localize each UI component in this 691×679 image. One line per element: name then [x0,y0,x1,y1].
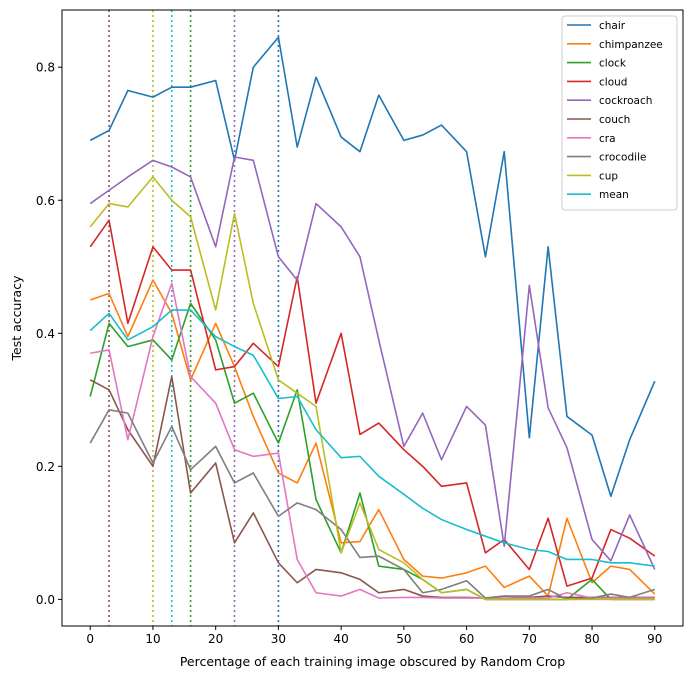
y-tick-label-1: 0.2 [36,460,55,474]
x-tick-label-8: 80 [584,632,599,646]
series-line-cockroach [89,156,656,570]
legend-label-chair: chair [599,20,626,32]
series-line-chair [89,36,656,498]
series-line-cloud [89,219,656,587]
series-line-crocodile [89,408,656,601]
x-tick-label-0: 0 [86,632,94,646]
series-line-cup [89,176,655,601]
legend-label-chimpanzee: chimpanzee [599,39,663,51]
y-axis-label: Test accuracy [9,275,24,362]
legend-label-mean: mean [599,189,629,201]
y-tick-label-4: 0.8 [36,61,55,75]
legend-label-clock: clock [599,58,627,70]
legend: chair chimpanzee clock cloud cockroach couch c… [561,15,678,211]
x-tick-label-3: 30 [271,632,286,646]
legend-label-cra: cra [599,133,616,145]
x-tick-label-4: 40 [333,632,348,646]
x-tick-label-7: 70 [522,632,537,646]
legend-label-crocodile: crocodile [599,152,646,164]
y-axis: 0.0 0.2 0.4 0.6 0.8 [36,61,62,607]
series-line-mean [89,309,655,567]
legend-label-cloud: cloud [599,76,627,88]
plot-frame [61,9,684,627]
y-tick-label-3: 0.6 [36,194,55,208]
x-tick-label-1: 10 [145,632,160,646]
x-axis-label: Percentage of each training image obscur… [180,654,565,669]
x-tick-label-6: 60 [459,632,474,646]
legend-label-cockroach: cockroach [599,95,652,107]
x-axis: 0 10 20 30 40 50 60 70 80 90 [86,626,662,646]
y-tick-label-0: 0.0 [36,593,55,607]
y-tick-label-2: 0.4 [36,327,55,341]
series-lines [89,36,656,601]
x-tick-label-5: 50 [396,632,411,646]
series-line-couch [89,375,655,599]
legend-box [561,15,678,211]
legend-label-couch: couch [599,114,630,126]
series-line-cra [90,282,655,599]
legend-label-cup: cup [599,170,618,182]
x-tick-label-2: 20 [208,632,223,646]
x-tick-label-9: 90 [647,632,662,646]
